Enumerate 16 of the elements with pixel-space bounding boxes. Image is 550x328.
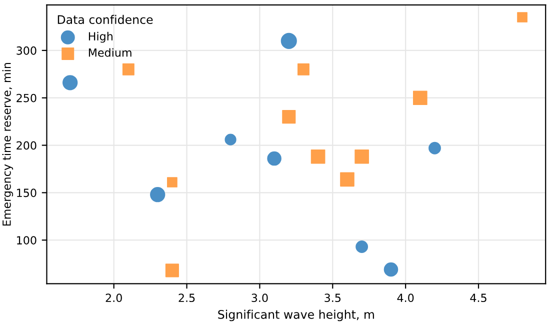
y-tick-label: 150 [17, 188, 36, 198]
x-tick-label: 2.5 [178, 294, 195, 302]
x-tick-label: 4.5 [470, 294, 486, 302]
x-tick-label: 2.0 [106, 294, 122, 302]
legend-label: High [88, 32, 112, 43]
y-tick-label: 250 [16, 94, 36, 102]
y-tick-label: 200 [16, 141, 36, 150]
y-tick-label: 300 [16, 46, 36, 55]
legend-title: Data confidence [58, 14, 153, 24]
x-tick-label: 3.0 [252, 294, 268, 302]
y-tick-label: 100 [17, 236, 36, 244]
x-tick-label: 4.0 [397, 294, 414, 302]
x-axis-title: Significant wave height, m [218, 310, 374, 322]
legend-label: Medium [88, 48, 132, 57]
x-tick-label: 3.5 [324, 294, 341, 302]
y-axis-title: Emergency time reserve, min [2, 62, 14, 226]
